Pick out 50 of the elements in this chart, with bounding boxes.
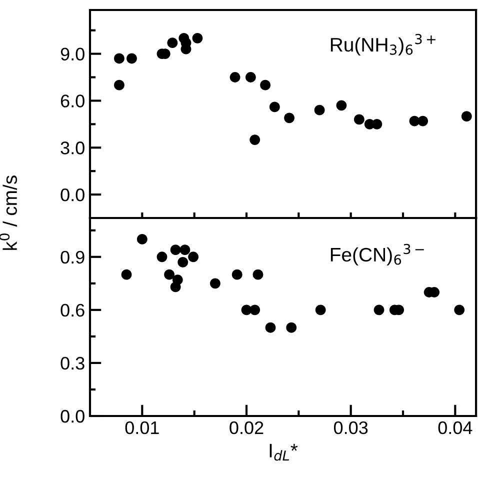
annotation: Fe(CN)$_{6}$$^{3−}$ bbox=[330, 244, 424, 266]
point bbox=[372, 118, 382, 130]
x-tick-label: 0.02 bbox=[230, 421, 264, 434]
point bbox=[336, 100, 347, 111]
annotation: Ru(NH$_{3}$)$_{6}$$^{3+}$ bbox=[330, 34, 436, 56]
point bbox=[232, 269, 242, 280]
point bbox=[269, 102, 280, 112]
y-tick-label: 0.0 bbox=[60, 410, 84, 423]
point bbox=[250, 134, 260, 146]
y-tick-label: 3.0 bbox=[60, 142, 84, 154]
point bbox=[245, 72, 256, 82]
point bbox=[164, 269, 175, 280]
point bbox=[418, 116, 428, 126]
point bbox=[314, 104, 325, 116]
point bbox=[354, 114, 364, 125]
point bbox=[284, 112, 294, 124]
y-tick-label: 0.3 bbox=[60, 356, 84, 370]
point bbox=[172, 274, 183, 286]
point bbox=[114, 80, 124, 90]
point bbox=[180, 244, 190, 256]
point bbox=[167, 38, 178, 48]
y-tick-label: 0.0 bbox=[60, 188, 84, 202]
y-tick-label: 6.0 bbox=[60, 94, 84, 108]
x-tick-label: 0.01 bbox=[125, 421, 159, 434]
y-tick-label: 0.9 bbox=[60, 250, 84, 264]
point bbox=[178, 256, 188, 268]
point bbox=[136, 234, 148, 244]
y-tick-label: 9.0 bbox=[60, 48, 84, 61]
point bbox=[265, 322, 276, 333]
point bbox=[156, 252, 168, 262]
x-tick-label: 0.04 bbox=[438, 421, 472, 434]
point bbox=[461, 111, 472, 122]
point bbox=[260, 80, 270, 90]
point bbox=[286, 322, 297, 333]
point bbox=[114, 53, 124, 64]
x-tick-label: 0.03 bbox=[334, 421, 368, 434]
point bbox=[315, 304, 326, 316]
y-tick-label: 0.6 bbox=[60, 304, 84, 317]
point bbox=[250, 304, 260, 316]
point bbox=[170, 244, 181, 256]
point bbox=[230, 72, 240, 82]
point bbox=[121, 269, 132, 280]
point bbox=[188, 252, 198, 262]
point bbox=[454, 304, 465, 316]
point bbox=[126, 53, 137, 64]
point bbox=[252, 269, 264, 280]
x-axis-title: I$_{dL}$* bbox=[270, 444, 298, 461]
point bbox=[192, 32, 203, 44]
point bbox=[374, 304, 384, 316]
point bbox=[210, 278, 220, 289]
